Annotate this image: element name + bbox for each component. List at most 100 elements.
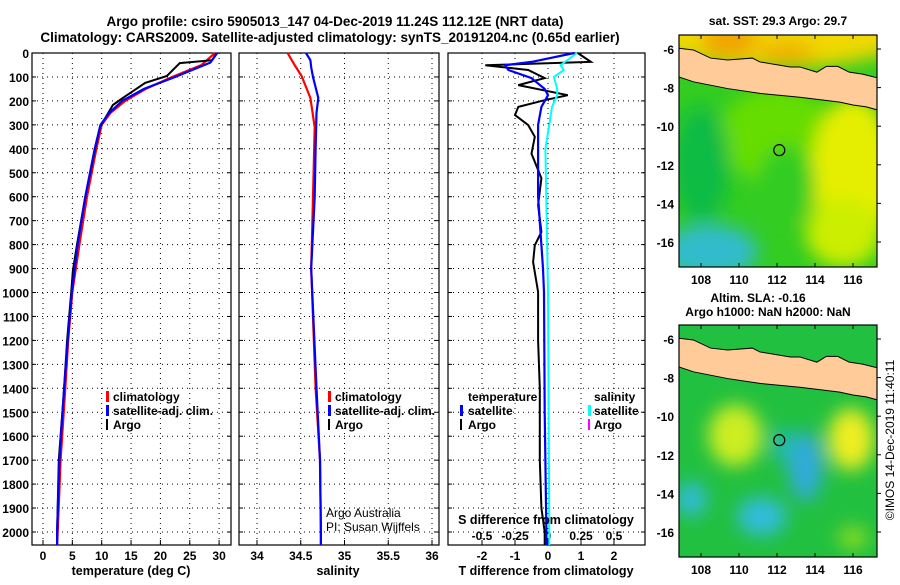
legend-swatch-climatology [106, 391, 109, 402]
annotation-pi: PI: Susan Wijffels [326, 520, 420, 534]
x-tick-label: 5 [69, 549, 76, 563]
x-tick-label: 20 [154, 549, 168, 563]
sla-map-title-line1: Altim. SLA: -0.16 [710, 291, 806, 305]
legend-label-s-argo: Argo [594, 418, 622, 432]
lat-tick-label: -10 [657, 120, 675, 134]
salinity-axis-label: salinity [316, 564, 359, 578]
lon-tick-label: 108 [691, 273, 711, 287]
legend-label-climatology: climatology [335, 390, 402, 404]
map-color-patch [805, 197, 877, 267]
argo-position-marker [773, 144, 786, 157]
legend-swatch-satellite [106, 405, 109, 416]
map-field [679, 35, 877, 267]
s-difference-tick-label: -0.25 [501, 529, 529, 543]
depth-tick-label: 1400 [2, 382, 29, 396]
lat-tick-label: -14 [657, 487, 675, 501]
depth-tick-label: 1000 [2, 287, 29, 301]
satellite-s-difference-line [544, 52, 578, 545]
lon-tick-label: 116 [843, 563, 863, 577]
s-difference-tick-label: 0 [545, 529, 552, 543]
legend-swatch-t-satellite [460, 405, 463, 416]
x-tick-label: 0 [40, 549, 47, 563]
depth-tick-label: 1100 [3, 310, 29, 324]
legend-label-climatology: climatology [113, 390, 180, 404]
legend-label-t-satellite: satellite [468, 404, 513, 418]
depth-tick-label: 400 [9, 143, 29, 157]
depth-tick-label: 1900 [2, 502, 29, 516]
map-field [679, 325, 877, 557]
lon-tick-label: 114 [805, 563, 825, 577]
x-tick-label: 35.5 [377, 549, 401, 563]
map-anomaly-blobs [679, 404, 874, 550]
legend-label-t-argo: Argo [468, 418, 496, 432]
depth-tick-label: 2000 [2, 526, 29, 540]
x-tick-label: 36 [425, 549, 439, 563]
depth-tick-label: 600 [9, 191, 29, 205]
depth-tick-label: 1600 [2, 430, 29, 444]
satellite-t-difference-line [503, 51, 575, 545]
depth-tick-label: 700 [9, 215, 29, 229]
x-tick-label: 34 [250, 549, 264, 563]
depth-tick-label: 500 [9, 167, 29, 181]
lon-tick-label: 116 [843, 273, 863, 287]
lon-tick-label: 112 [767, 273, 787, 287]
java-land [679, 337, 877, 401]
figure-title-line1: Argo profile: csiro 5905013_147 04-Dec-2… [107, 14, 564, 29]
depth-tick-label: 1700 [2, 454, 29, 468]
x-tick-label: 25 [183, 549, 197, 563]
salinity-profile-plot: 34 34.5 35 35.5 36 [238, 52, 440, 563]
legend-label-argo: Argo [335, 418, 363, 432]
s-difference-tick-label: -0.5 [472, 529, 493, 543]
map-color-patch [708, 404, 762, 467]
map-color-patch [837, 526, 869, 550]
map-color-patch [788, 431, 823, 502]
lat-tick-label: -6 [663, 333, 674, 347]
legend-swatch-s-satellite [588, 405, 591, 416]
legend-swatch-t-argo [460, 419, 462, 430]
depth-tick-label: 300 [9, 119, 29, 133]
annotation-argo-australia: Argo Australia [326, 506, 401, 520]
lat-tick-label: -8 [663, 372, 674, 386]
map-color-patch [679, 481, 707, 517]
depth-tick-label: 200 [9, 95, 29, 109]
x-tick-label: -2 [477, 549, 488, 563]
x-tick-label: 34.5 [289, 549, 313, 563]
map-color-patch [758, 41, 815, 65]
temperature-axis-label: temperature (deg C) [72, 564, 191, 578]
satellite-salinity-line [305, 52, 322, 545]
map-color-patch [679, 106, 730, 223]
legend-title-temperature: temperature [468, 390, 538, 404]
legend-swatch-argo [106, 419, 108, 430]
legend-swatch-s-argo [588, 419, 590, 430]
argo-t-difference-line [485, 52, 595, 545]
depth-tick-label: 900 [9, 263, 29, 277]
figure-title-line2: Climatology: CARS2009. Satellite-adjuste… [40, 30, 619, 45]
lon-tick-label: 108 [691, 563, 711, 577]
lat-tick-label: -16 [657, 236, 675, 250]
x-tick-label: 35 [338, 549, 352, 563]
lat-tick-label: -12 [657, 449, 675, 463]
lat-tick-label: -16 [657, 526, 675, 540]
sst-map: 108 110 112 114 116 -6 -8 -10 -12 -14 -16 [657, 34, 881, 287]
map-color-patch [701, 35, 758, 57]
map-anomaly-blobs [679, 35, 877, 267]
depth-tick-label: 0 [22, 47, 29, 61]
depth-tick-label: 1200 [2, 334, 29, 348]
lon-tick-label: 112 [767, 563, 787, 577]
map-color-patch [758, 145, 815, 223]
satellite-temperature-line [55, 52, 219, 545]
map-color-patch [679, 224, 758, 267]
lat-tick-label: -10 [657, 410, 675, 424]
depth-tick-label: 1300 [2, 358, 29, 372]
depth-tick-label: 1500 [2, 406, 29, 420]
legend-swatch-satellite [328, 405, 331, 416]
lat-tick-label: -8 [663, 82, 674, 96]
lon-tick-label: 110 [729, 273, 749, 287]
x-tick-label: 2 [611, 549, 618, 563]
depth-tick-label: 800 [9, 239, 29, 253]
temperature-legend: climatology satellite-adj. clim. Argo [106, 390, 213, 432]
map-color-patch [737, 497, 787, 536]
x-tick-label: -1 [510, 549, 521, 563]
java-land [679, 47, 877, 111]
